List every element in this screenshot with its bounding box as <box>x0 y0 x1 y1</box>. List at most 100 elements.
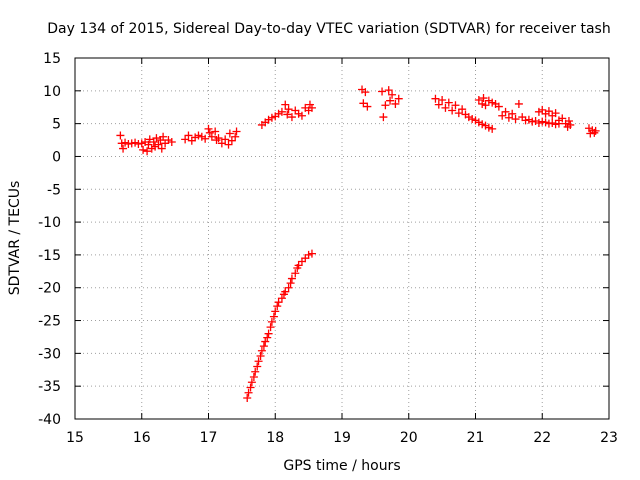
data-point <box>481 121 490 130</box>
data-point <box>534 107 543 116</box>
data-point <box>291 269 300 278</box>
data-point <box>159 132 168 141</box>
data-point <box>558 114 567 123</box>
y-tick-label: -40 <box>38 412 61 428</box>
x-tick-label: 20 <box>400 430 418 446</box>
data-point <box>271 307 280 316</box>
data-point <box>498 111 507 120</box>
x-tick-label: 22 <box>533 430 551 446</box>
data-point <box>544 107 553 116</box>
data-point <box>481 101 490 110</box>
data-point <box>139 145 148 154</box>
data-point <box>284 283 293 292</box>
data-point <box>227 136 236 145</box>
data-point <box>273 302 282 311</box>
data-point <box>590 128 599 137</box>
data-point <box>259 342 268 351</box>
data-point <box>124 139 133 148</box>
y-tick-label: -10 <box>38 215 61 231</box>
data-point <box>468 115 477 124</box>
data-point <box>359 99 368 108</box>
y-tick-label: 5 <box>52 117 61 133</box>
data-point <box>232 127 241 136</box>
data-point <box>394 94 403 103</box>
data-point <box>221 135 230 144</box>
y-tick-label: 15 <box>43 51 61 67</box>
data-point <box>264 115 273 124</box>
data-point <box>143 147 152 156</box>
data-point <box>566 120 575 129</box>
data-point <box>448 106 457 115</box>
data-point <box>121 138 130 147</box>
x-tick-label: 15 <box>66 430 84 446</box>
data-point <box>378 87 387 96</box>
data-point <box>243 393 252 402</box>
data-point <box>471 116 480 125</box>
x-tick-label: 18 <box>266 430 284 446</box>
data-point <box>386 96 395 105</box>
data-point <box>194 131 203 140</box>
data-point <box>131 138 140 147</box>
y-tick-label: 0 <box>52 149 61 165</box>
chart-title: Day 134 of 2015, Sidereal Day-to-day VTE… <box>47 21 610 37</box>
data-point <box>381 101 390 110</box>
data-point <box>478 120 487 129</box>
data-point <box>151 142 160 151</box>
data-point <box>283 110 292 119</box>
data-point <box>294 109 303 118</box>
data-point <box>551 120 560 129</box>
data-point <box>454 109 463 118</box>
x-tick-label: 19 <box>333 430 351 446</box>
data-point <box>494 102 503 111</box>
data-point <box>484 123 493 132</box>
data-point <box>438 96 447 105</box>
data-point <box>294 261 303 270</box>
data-point <box>211 127 220 136</box>
data-point <box>207 132 216 141</box>
data-point <box>184 131 193 140</box>
data-point <box>284 105 293 114</box>
y-tick-label: -5 <box>47 182 61 198</box>
x-axis-label: GPS time / hours <box>283 458 400 474</box>
data-point <box>584 124 593 133</box>
data-point <box>363 102 372 111</box>
data-point <box>197 132 206 141</box>
y-tick-label: -35 <box>38 379 61 395</box>
data-point <box>261 337 270 346</box>
data-point <box>157 144 166 153</box>
data-point <box>214 134 223 143</box>
data-point <box>253 362 262 371</box>
data-point <box>484 96 493 105</box>
data-point <box>391 99 400 108</box>
data-point <box>212 136 221 145</box>
data-point <box>287 274 296 283</box>
data-point <box>464 113 473 122</box>
data-point <box>521 116 530 125</box>
y-tick-label: -30 <box>38 346 61 362</box>
data-point <box>217 139 226 148</box>
data-points <box>116 85 600 402</box>
y-tick-label: -25 <box>38 314 61 330</box>
data-point <box>116 131 125 140</box>
data-point <box>434 100 443 109</box>
data-point <box>508 109 517 118</box>
data-point <box>488 124 497 133</box>
data-point <box>225 129 234 138</box>
data-point <box>474 96 483 105</box>
data-point <box>263 333 272 342</box>
data-point <box>297 111 306 120</box>
x-tick-label: 16 <box>133 430 151 446</box>
data-point <box>246 383 255 392</box>
data-point <box>249 372 258 381</box>
data-point <box>379 113 388 122</box>
data-point <box>564 117 573 126</box>
data-point <box>548 118 557 127</box>
x-tick-label: 23 <box>600 430 618 446</box>
data-point <box>204 124 213 133</box>
data-point <box>511 115 520 124</box>
data-point <box>145 135 154 144</box>
data-point <box>164 136 173 145</box>
data-point <box>444 98 453 107</box>
data-point <box>267 317 276 326</box>
data-point <box>431 94 440 103</box>
